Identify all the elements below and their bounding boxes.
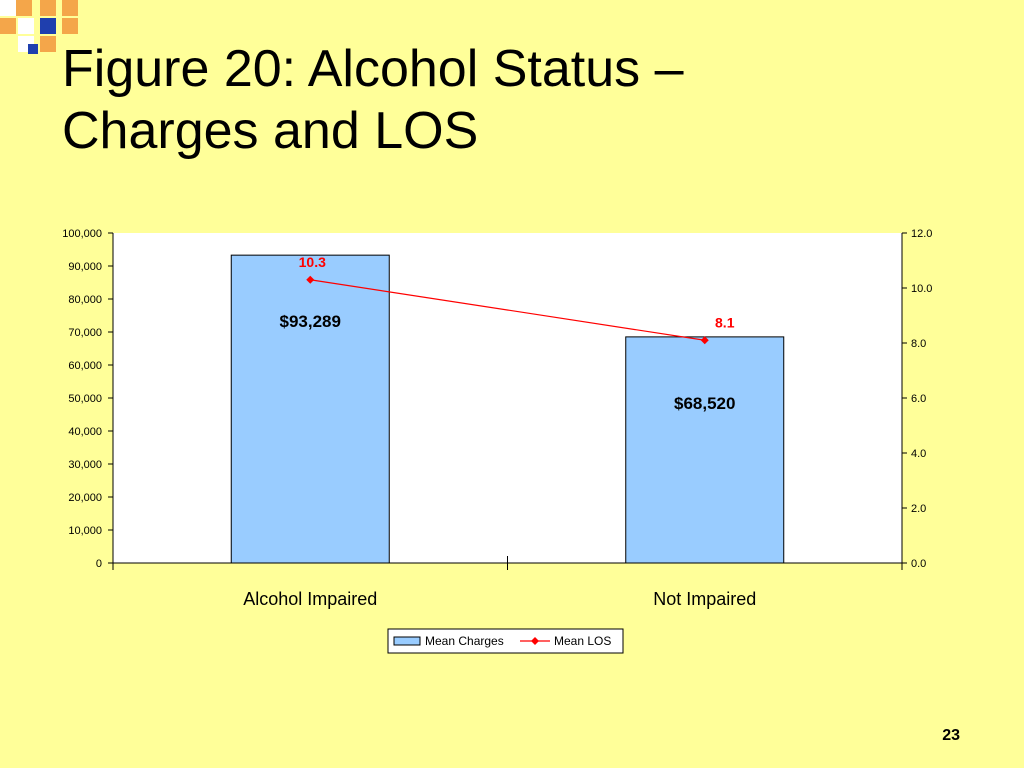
left-tick-label: 90,000 bbox=[68, 261, 102, 273]
page-number: 23 bbox=[942, 727, 960, 744]
corner-decoration bbox=[0, 0, 78, 54]
decor-square bbox=[40, 36, 56, 52]
bar bbox=[230, 254, 390, 564]
decor-square bbox=[16, 0, 32, 16]
left-tick-label: 20,000 bbox=[68, 492, 102, 504]
right-tick-label: 8.0 bbox=[911, 338, 926, 350]
decor-square bbox=[62, 18, 78, 34]
legend-label: Mean LOS bbox=[554, 634, 611, 648]
category-label: Not Impaired bbox=[653, 589, 756, 609]
left-axis: 0 10,000 20,000 30,000 40,000 50,000 60,000 70,… bbox=[62, 228, 114, 570]
left-tick-label: 10,000 bbox=[68, 525, 102, 537]
los-marker bbox=[700, 336, 709, 345]
bar-data-label: $93,289 bbox=[280, 312, 341, 331]
left-tick-label: 50,000 bbox=[68, 393, 102, 405]
decor-square bbox=[62, 0, 78, 16]
legend-swatch-marker bbox=[531, 637, 539, 645]
legend-box bbox=[387, 628, 624, 654]
legend: Mean Charges Mean LOS bbox=[387, 628, 624, 654]
los-data-label: 10.3 bbox=[299, 254, 326, 270]
bar bbox=[625, 336, 785, 564]
decor-square bbox=[40, 0, 56, 16]
los-marker bbox=[306, 275, 315, 284]
left-tick-label: 0 bbox=[96, 558, 102, 570]
decor-square bbox=[0, 0, 16, 16]
category-label: Alcohol Impaired bbox=[243, 589, 377, 609]
line-series: 10.3 8.1 bbox=[299, 254, 735, 345]
left-tick-label: 30,000 bbox=[68, 459, 102, 471]
los-data-label: 8.1 bbox=[715, 314, 735, 330]
los-line bbox=[310, 279, 705, 341]
right-tick-label: 10.0 bbox=[911, 283, 932, 295]
left-tick-label: 60,000 bbox=[68, 360, 102, 372]
right-tick-label: 4.0 bbox=[911, 448, 926, 460]
title-line-2: Charges and LOS bbox=[62, 102, 479, 160]
right-axis: 0.0 2.0 4.0 6.0 8.0 10.0 12.0 bbox=[901, 228, 932, 570]
legend-label: Mean Charges bbox=[425, 634, 504, 648]
right-tick-label: 0.0 bbox=[911, 558, 926, 570]
right-tick-label: 6.0 bbox=[911, 393, 926, 405]
right-tick-label: 2.0 bbox=[911, 503, 926, 515]
left-tick-label: 80,000 bbox=[68, 294, 102, 306]
bar-data-label: $68,520 bbox=[674, 394, 735, 413]
right-tick-label: 12.0 bbox=[911, 228, 932, 240]
legend-swatch-bar bbox=[393, 636, 421, 646]
decor-square bbox=[40, 18, 56, 34]
left-tick-label: 100,000 bbox=[62, 228, 102, 240]
category-axis: Alcohol Impaired Not Impaired bbox=[112, 556, 903, 609]
bar-series: $93,289 $68,520 bbox=[230, 254, 785, 564]
decor-square bbox=[0, 18, 16, 34]
slide-title: Figure 20: Alcohol Status – Charges and … bbox=[62, 38, 684, 162]
decor-square bbox=[18, 18, 34, 34]
left-tick-label: 40,000 bbox=[68, 426, 102, 438]
decor-square bbox=[28, 44, 38, 54]
left-tick-label: 70,000 bbox=[68, 327, 102, 339]
title-line-1: Figure 20: Alcohol Status – bbox=[62, 40, 684, 98]
